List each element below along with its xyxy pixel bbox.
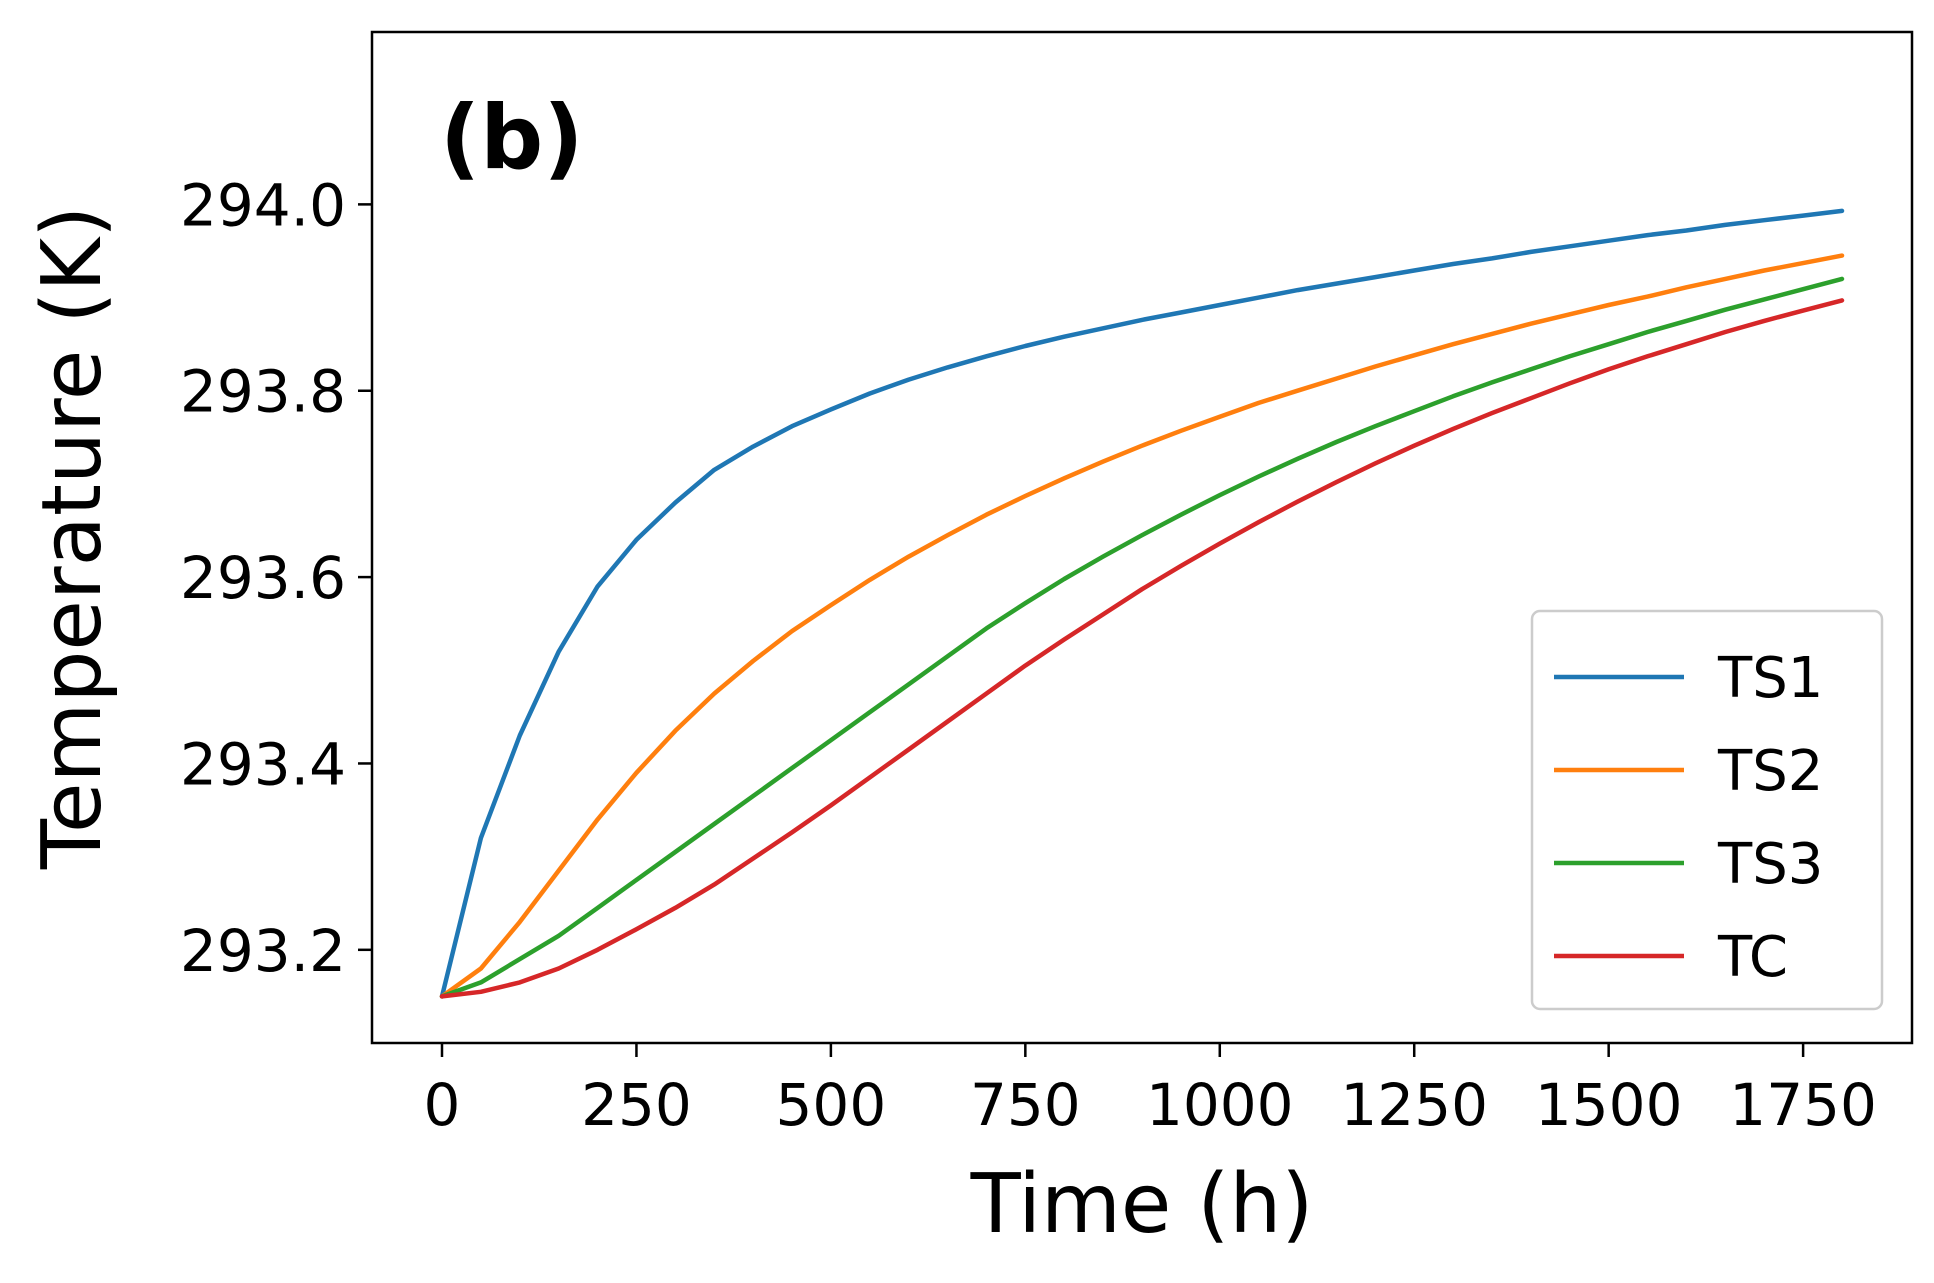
x-tick-label: 1250 [1340,1071,1488,1139]
series-layer [439,208,1845,999]
x-tick-label: 500 [776,1071,887,1139]
y-tick-label: 293.4 [180,730,346,798]
x-axis-label: Time (h) [970,1157,1314,1252]
y-tick-label: 293.8 [180,358,346,426]
x-tick-label: 0 [424,1071,461,1139]
y-tick-label: 293.2 [180,917,346,985]
x-tick-label: 250 [581,1071,692,1139]
legend-box [1530,609,1884,1011]
x-tick-label: 750 [970,1071,1081,1139]
legend-label-tc: TC [1717,925,1788,990]
x-tick-label: 1000 [1146,1071,1294,1139]
y-tick-label: 293.6 [180,544,346,612]
x-tick-label: 1500 [1535,1071,1683,1139]
panel-label: (b) [440,86,583,189]
y-axis-label: Temperature (K) [25,206,120,870]
y-tick-label: 294.0 [180,171,346,239]
x-axis: 0 250 500 750 1000 1250 1500 1750 [424,1043,1877,1139]
legend: TS1 TS2 TS3 TC [1530,609,1884,1011]
legend-label-ts1: TS1 [1717,646,1823,711]
series-line-ts1 [439,208,1845,999]
legend-label-ts2: TS2 [1717,739,1823,804]
y-axis: 293.2 293.4 293.6 293.8 294.0 [180,171,372,985]
legend-label-ts3: TS3 [1717,832,1823,897]
plot-frame [370,30,1914,1045]
x-tick-label: 1750 [1729,1071,1877,1139]
series-line-tc [439,298,1845,999]
series-line-ts2 [439,253,1845,999]
series-line-ts3 [439,276,1845,999]
